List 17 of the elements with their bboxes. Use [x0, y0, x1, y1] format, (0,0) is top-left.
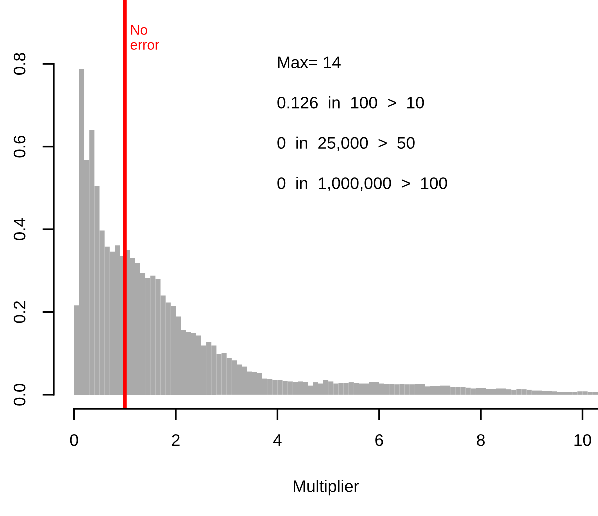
- annotation: 0.126 in 100 > 10: [278, 96, 424, 109]
- x-tick-label: 4: [273, 434, 282, 446]
- annotation: 0 in 25,000 > 50: [278, 136, 415, 152]
- y-tick-label: 0.6: [14, 136, 26, 158]
- annotation: 0 in 1,000,000 > 100: [278, 177, 448, 192]
- annotation: Max= 14: [278, 56, 341, 68]
- y-tick-label: 0.4: [14, 218, 26, 240]
- x-tick-label: 0: [70, 434, 78, 446]
- y-tick-label: 0.0: [14, 384, 26, 406]
- x-tick-label: 2: [172, 434, 180, 446]
- x-tick-label: 8: [477, 434, 485, 446]
- y-tick-label: 0.2: [14, 301, 26, 324]
- ref-line-label: No error: [130, 25, 160, 50]
- x-tick-label: 10: [574, 434, 592, 446]
- x-axis-title: Multiplier: [294, 480, 360, 496]
- y-tick-label: 0.8: [14, 53, 26, 76]
- x-tick-label: 6: [376, 434, 384, 446]
